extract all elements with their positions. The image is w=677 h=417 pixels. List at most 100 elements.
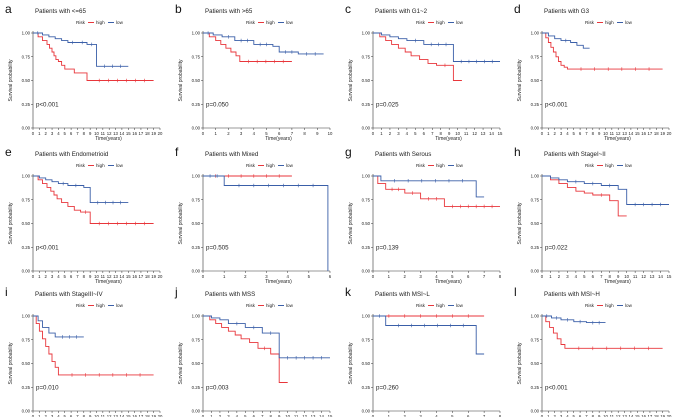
x-tick-label: 7 xyxy=(76,274,79,279)
x-tick-label: 5 xyxy=(244,414,247,417)
p-value: p=0.139 xyxy=(376,244,399,251)
legend-high-label: high xyxy=(266,20,275,25)
legend-high-label: high xyxy=(436,303,445,308)
x-tick-label: 7 xyxy=(261,414,264,417)
y-axis-label: Survival probability xyxy=(178,59,184,101)
y-tick-label: 0.00 xyxy=(362,269,371,274)
x-tick-label: 7 xyxy=(483,414,486,417)
p-value: p<0.001 xyxy=(545,384,568,391)
x-tick-label: 6 xyxy=(579,131,582,136)
p-value: p=0.505 xyxy=(206,244,229,251)
x-tick-label: 2 xyxy=(219,414,222,417)
y-tick-label: 0.00 xyxy=(362,126,371,131)
x-tick-label: 15 xyxy=(126,274,131,279)
x-tick-label: 5 xyxy=(583,274,586,279)
x-tick-label: 10 xyxy=(94,274,99,279)
x-tick-label: 0 xyxy=(372,274,375,279)
legend-low-label: low xyxy=(625,20,633,25)
x-tick-label: 11 xyxy=(610,414,615,417)
y-tick-label: 0.25 xyxy=(531,245,540,250)
x-tick-label: 19 xyxy=(151,274,156,279)
p-value: p=0.260 xyxy=(376,384,399,391)
legend-title: Risk xyxy=(246,20,256,25)
x-tick-label: 1 xyxy=(215,131,218,136)
y-axis-label: Survival probability xyxy=(178,342,184,384)
y-tick-label: 0.75 xyxy=(531,337,540,342)
x-axis-label: Time(years) xyxy=(95,279,122,285)
x-tick-label: 2 xyxy=(45,274,48,279)
legend-title: Risk xyxy=(76,303,86,308)
km-curve-high xyxy=(373,175,500,207)
km-curve-high xyxy=(542,315,663,349)
panel-g: g Patients with Serous Risk high low 0.00 0.25… xyxy=(345,145,502,285)
x-tick-label: 7 xyxy=(585,414,588,417)
y-tick-label: 0.50 xyxy=(531,78,540,83)
y-tick-label: 0.50 xyxy=(192,221,201,226)
legend-high-label: high xyxy=(605,20,614,25)
x-tick-label: 9 xyxy=(598,131,601,136)
legend: Risk high low xyxy=(246,20,294,25)
x-tick-label: 1 xyxy=(223,274,226,279)
x-tick-label: 9 xyxy=(598,414,601,417)
legend-title: Risk xyxy=(416,163,426,168)
x-tick-label: 14 xyxy=(658,274,663,279)
km-curve-high xyxy=(203,315,288,383)
x-tick-label: 5 xyxy=(451,414,454,417)
y-tick-label: 1.00 xyxy=(362,31,371,36)
panel-l: l Patients with MSI~H Risk high low 0.00 0.25 0… xyxy=(514,285,672,417)
y-axis-label: Survival probability xyxy=(8,202,14,244)
x-tick-label: 4 xyxy=(57,414,60,417)
y-tick-label: 0.25 xyxy=(192,385,201,390)
y-tick-label: 0.75 xyxy=(531,54,540,59)
x-axis-label: Time(years) xyxy=(435,136,462,142)
y-tick-label: 1.00 xyxy=(192,31,201,36)
x-tick-label: 15 xyxy=(328,414,333,417)
x-tick-label: 9 xyxy=(448,131,451,136)
panel-letter: c xyxy=(345,2,351,16)
x-tick-label: 20 xyxy=(158,274,163,279)
x-tick-label: 2 xyxy=(45,131,48,136)
x-tick-label: 6 xyxy=(592,274,595,279)
legend: Risk high low xyxy=(585,163,633,168)
y-tick-label: 0.50 xyxy=(362,361,371,366)
x-tick-label: 5 xyxy=(573,414,576,417)
x-tick-label: 7 xyxy=(291,131,294,136)
chart-title: Patients with MSI~H xyxy=(544,291,600,298)
x-tick-label: 8 xyxy=(270,414,273,417)
x-tick-label: 7 xyxy=(585,131,588,136)
panel-letter: h xyxy=(514,145,521,159)
legend-high-label: high xyxy=(436,163,445,168)
x-tick-label: 0 xyxy=(202,414,205,417)
x-tick-label: 14 xyxy=(629,414,634,417)
legend: Risk high low xyxy=(585,20,633,25)
y-axis-label: Survival probability xyxy=(178,202,184,244)
x-tick-label: 13 xyxy=(113,414,118,417)
x-tick-label: 16 xyxy=(132,274,137,279)
x-tick-label: 11 xyxy=(610,131,615,136)
x-tick-label: 0 xyxy=(32,274,35,279)
y-tick-label: 0.00 xyxy=(192,269,201,274)
p-value: p=0.010 xyxy=(36,384,59,391)
y-tick-label: 0.75 xyxy=(362,337,371,342)
x-tick-label: 18 xyxy=(145,274,150,279)
x-axis-label: Time(years) xyxy=(435,279,462,285)
x-tick-label: 10 xyxy=(603,414,608,417)
x-tick-label: 0 xyxy=(372,414,375,417)
legend-title: Risk xyxy=(76,163,86,168)
legend-high-label: high xyxy=(436,20,445,25)
x-tick-label: 4 xyxy=(57,131,60,136)
x-tick-label: 5 xyxy=(451,274,454,279)
y-tick-label: 0.25 xyxy=(362,102,371,107)
panel-letter: g xyxy=(345,145,352,159)
x-tick-label: 14 xyxy=(120,131,125,136)
x-tick-label: 15 xyxy=(635,414,640,417)
legend-title: Risk xyxy=(585,303,595,308)
x-tick-label: 12 xyxy=(641,274,646,279)
x-tick-label: 14 xyxy=(489,131,494,136)
x-tick-label: 11 xyxy=(633,274,638,279)
legend: Risk high low xyxy=(76,163,124,168)
x-tick-label: 16 xyxy=(641,131,646,136)
x-tick-label: 2 xyxy=(389,131,392,136)
x-tick-label: 13 xyxy=(113,131,118,136)
legend-low-label: low xyxy=(286,163,294,168)
